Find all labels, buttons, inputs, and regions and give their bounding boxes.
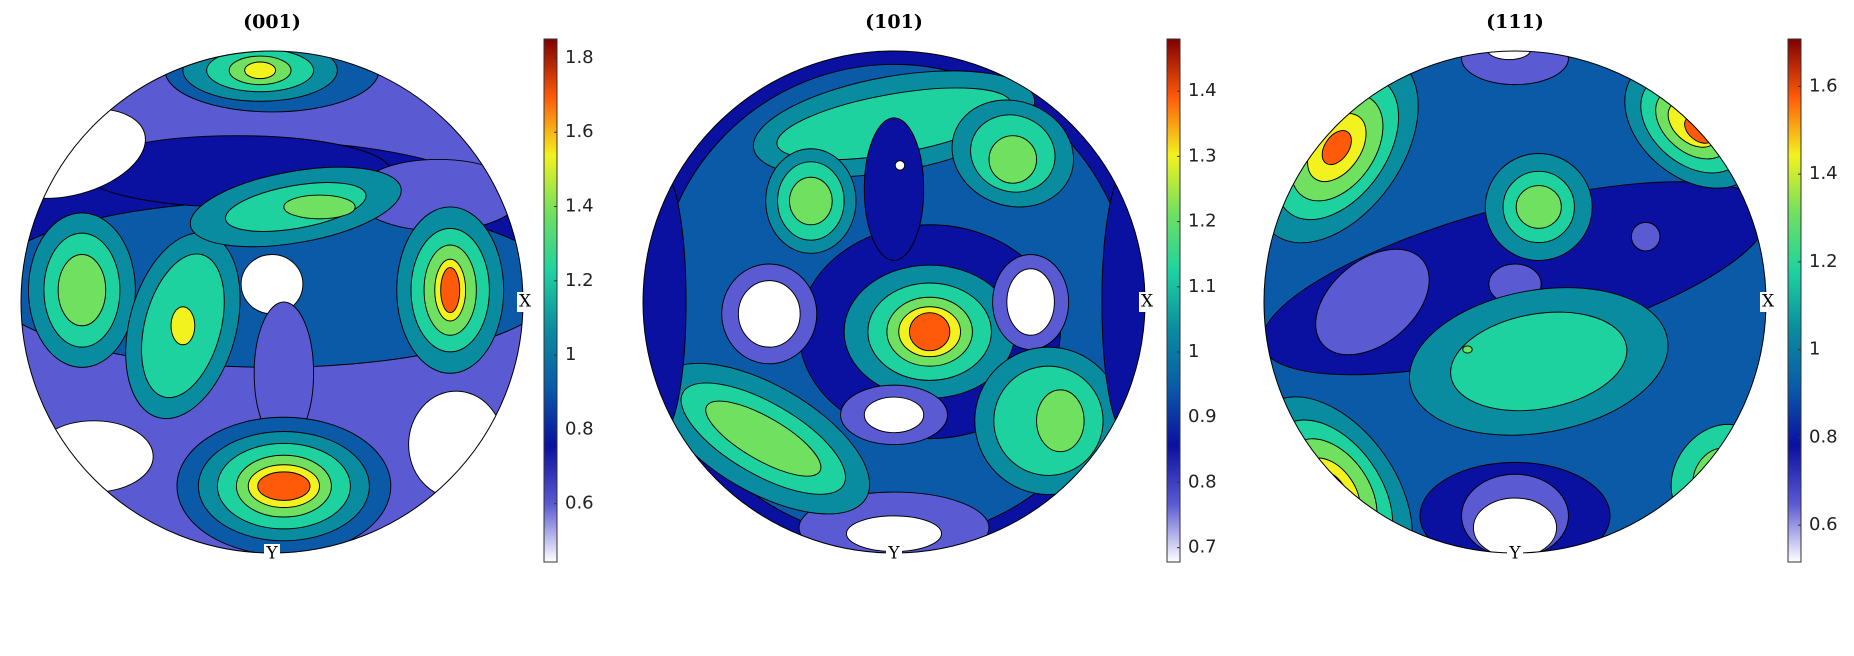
contour-region xyxy=(894,160,906,171)
colorbar-tick-label: 1 xyxy=(565,344,576,365)
colorbar xyxy=(1166,38,1181,563)
panel-title: (001) xyxy=(243,11,301,33)
panel-title: (111) xyxy=(1486,11,1544,33)
colorbar xyxy=(543,38,558,563)
colorbar-tick-label: 1.4 xyxy=(1188,80,1217,101)
colorbar-tick-label: 1.2 xyxy=(1188,211,1217,232)
contour-region xyxy=(788,176,833,226)
contour-region xyxy=(1706,464,1732,492)
contour-region xyxy=(244,61,277,80)
panel-title: (101) xyxy=(865,11,923,33)
contour-region xyxy=(1472,497,1558,553)
y-axis-label: Y xyxy=(265,544,278,564)
colorbar-tick-label: 0.8 xyxy=(1188,471,1217,492)
colorbar-tick-label: 1.4 xyxy=(1809,163,1838,184)
axis-label-bg xyxy=(886,544,902,562)
contour-region xyxy=(1630,221,1661,252)
y-axis-label: Y xyxy=(1508,544,1521,564)
colorbar-tick-label: 1.8 xyxy=(565,47,594,68)
contour-region xyxy=(737,280,801,348)
colorbar-tick-label: 0.6 xyxy=(1809,514,1838,535)
contour-region xyxy=(908,312,951,352)
colorbar-tick-label: 1.4 xyxy=(565,196,594,217)
axis-label-bg xyxy=(1507,544,1523,562)
contour-region xyxy=(863,117,925,261)
axis-label-bg xyxy=(1139,292,1155,312)
colorbar-tick-label: 0.9 xyxy=(1188,406,1217,427)
contour-region xyxy=(440,267,461,314)
colorbar-tick-label: 1.2 xyxy=(565,270,594,291)
colorbar-tick-label: 1.6 xyxy=(1809,75,1838,96)
contour-region xyxy=(1487,51,1531,61)
colorbar-tick-label: 0.8 xyxy=(565,418,594,439)
contour-region xyxy=(863,396,925,434)
contour-region xyxy=(1515,185,1562,229)
axis-label-bg xyxy=(517,292,533,312)
colorbar-tick-label: 1.2 xyxy=(1809,251,1838,272)
colorbar-tick-label: 0.8 xyxy=(1809,426,1838,447)
axis-label-bg xyxy=(1760,292,1776,312)
contour-region xyxy=(408,390,505,499)
colorbar-tick-label: 1.6 xyxy=(565,121,594,142)
x-axis-label: X xyxy=(1762,292,1775,312)
pole-figure xyxy=(643,51,1145,553)
contour-region xyxy=(283,194,356,220)
colorbar-tick-label: 1 xyxy=(1188,341,1199,362)
contour-region xyxy=(57,254,107,327)
colorbar xyxy=(1787,38,1802,563)
x-axis-label: X xyxy=(519,292,532,312)
colorbar-tick-label: 1.3 xyxy=(1188,145,1217,166)
contour-region xyxy=(643,170,687,434)
x-axis-label: X xyxy=(1141,292,1154,312)
axis-label-bg xyxy=(264,544,280,562)
contour-region xyxy=(1006,268,1055,336)
contour-region xyxy=(1321,130,1352,166)
colorbar-tick-label: 1 xyxy=(1809,339,1820,360)
colorbar-tick-label: 0.6 xyxy=(565,493,594,514)
pole-figure xyxy=(21,51,523,553)
contour-region xyxy=(240,254,304,315)
contour-region xyxy=(1036,389,1085,453)
contour-region xyxy=(33,420,154,493)
contour-region xyxy=(1315,248,1430,356)
y-axis-label: Y xyxy=(887,544,900,564)
contour-region xyxy=(705,400,822,477)
colorbar-tick-label: 0.7 xyxy=(1188,537,1217,558)
contour-region xyxy=(1450,311,1628,412)
contour-region xyxy=(257,471,311,501)
pole-figure xyxy=(1264,51,1766,553)
contour-region xyxy=(1462,345,1473,354)
contour-region xyxy=(988,135,1038,184)
contour-region xyxy=(170,306,196,346)
colorbar-tick-label: 1.1 xyxy=(1188,276,1217,297)
